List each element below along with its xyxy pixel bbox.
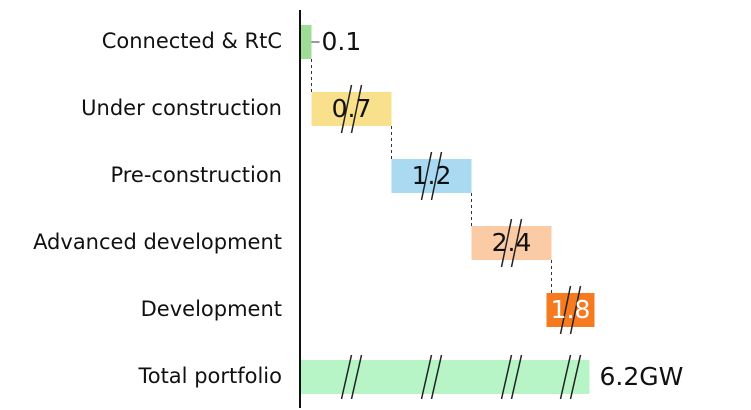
break-mark	[510, 218, 523, 268]
value-label: 0.7	[332, 94, 372, 123]
category-label: Connected & RtC	[102, 29, 282, 53]
category-label: Pre-construction	[110, 163, 282, 187]
bar	[311, 92, 392, 126]
category-label: Under construction	[81, 96, 282, 120]
bar	[471, 226, 552, 260]
break-mark	[430, 151, 443, 201]
category-label: Total portfolio	[137, 364, 282, 388]
category-label: Development	[141, 297, 282, 321]
value-label: 2.4	[492, 228, 532, 257]
value-label: 6.2GW	[600, 362, 684, 391]
break-mark	[559, 354, 572, 400]
bar	[391, 159, 472, 193]
bar	[546, 293, 595, 327]
break-mark	[500, 354, 513, 400]
break-mark	[420, 151, 433, 201]
bar	[300, 360, 590, 394]
bar	[300, 25, 312, 59]
break-mark	[510, 354, 523, 400]
break-mark	[430, 354, 443, 400]
break-mark	[569, 354, 582, 400]
value-label: 1.8	[551, 295, 591, 324]
break-mark	[420, 354, 433, 400]
break-mark	[340, 354, 353, 400]
break-mark	[350, 84, 363, 134]
value-label: 1.2	[412, 161, 452, 190]
break-mark	[569, 285, 582, 335]
break-mark	[559, 285, 572, 335]
break-mark	[500, 218, 513, 268]
value-label: 0.1	[322, 27, 362, 56]
break-mark	[350, 354, 363, 400]
category-label: Advanced development	[33, 230, 282, 254]
break-mark	[340, 84, 353, 134]
